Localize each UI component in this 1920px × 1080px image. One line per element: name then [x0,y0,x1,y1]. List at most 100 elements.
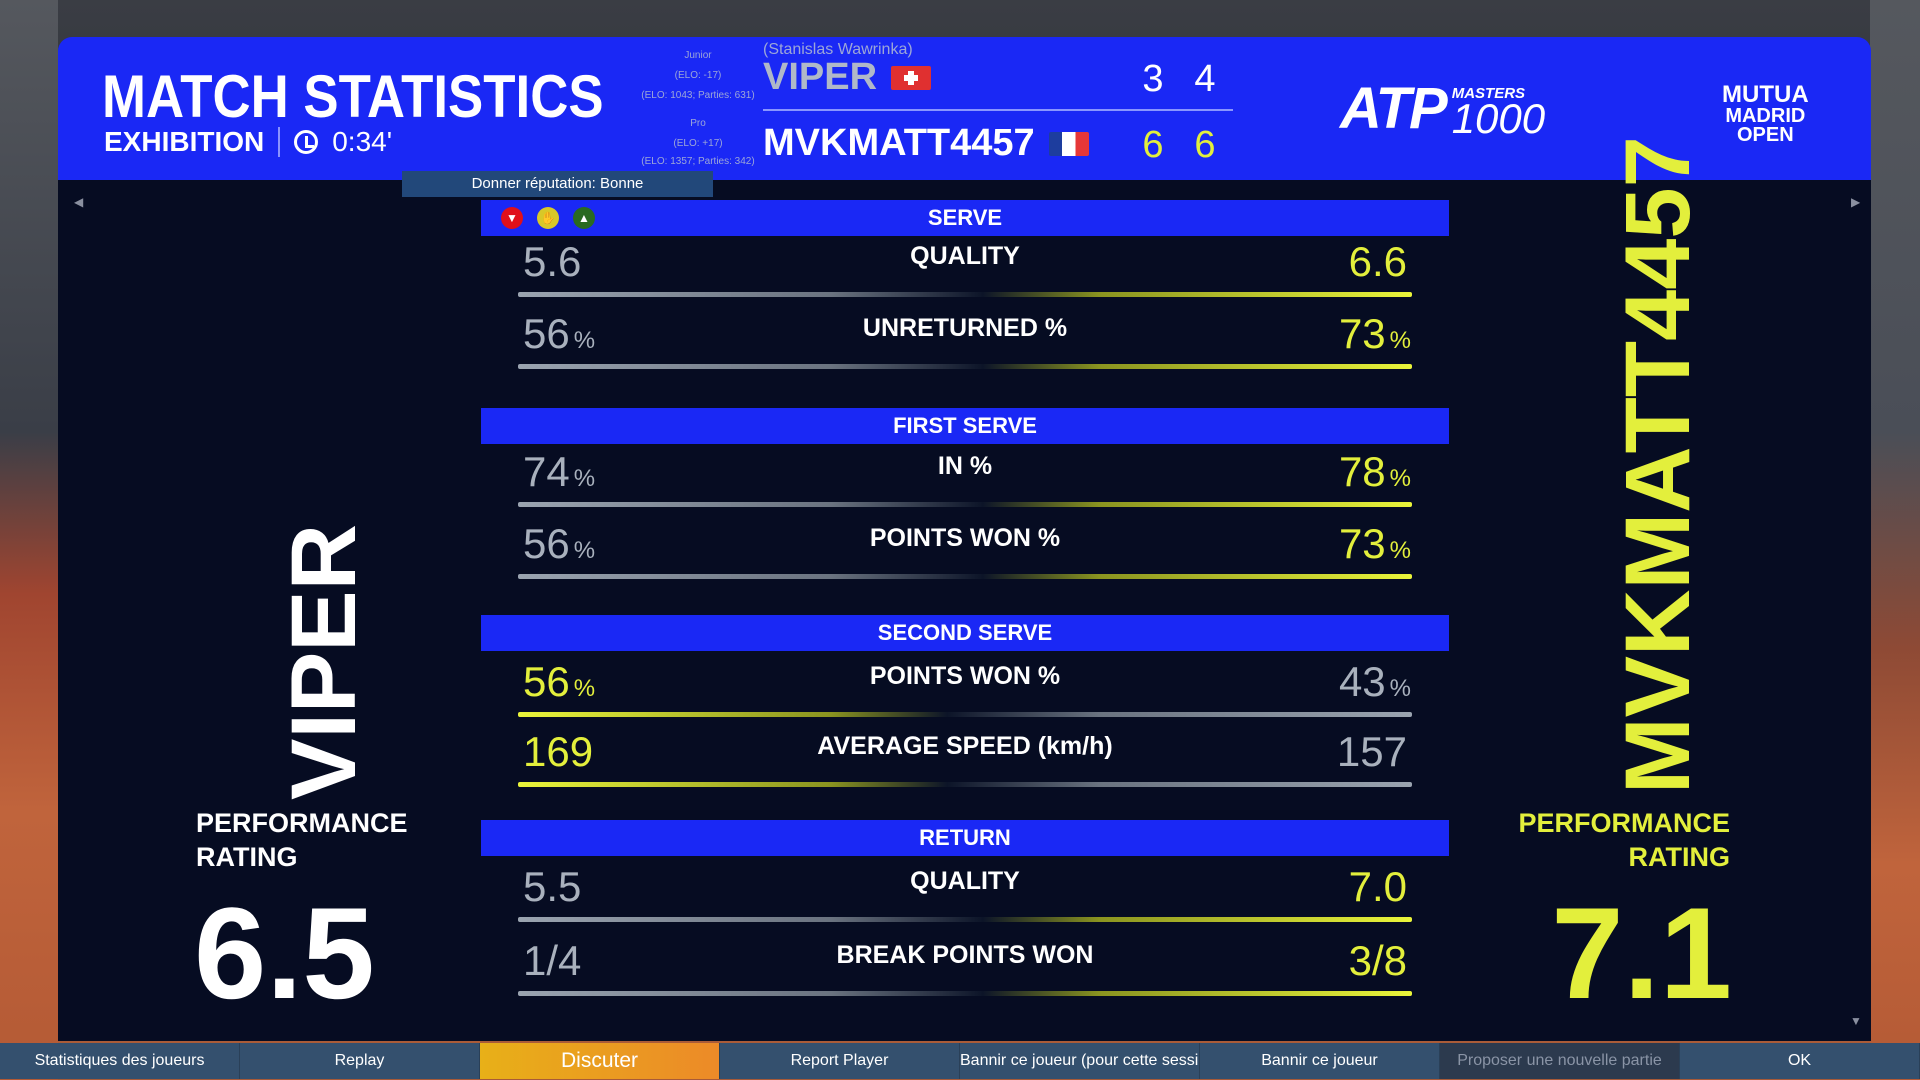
section-title: RETURN [919,825,1011,850]
discuter-button[interactable]: Discuter [480,1043,720,1079]
left-value: 5.5 [523,863,585,911]
value: 56 [523,658,570,705]
scroll-down-arrow-icon[interactable]: ▼ [1850,1014,1862,1028]
player2-level: Pro [690,118,706,129]
stat-row: 5.5 QUALITY 7.0 [481,863,1449,933]
value: 5.5 [523,863,582,910]
report-player-button[interactable]: Report Player [720,1043,960,1079]
player2-elo-info: (ELO: 1357; Parties: 342) [641,156,755,167]
right-value: 7.0 [1349,863,1411,911]
right-performance-label: PERFORMANCE RATING [1518,806,1730,874]
stat-label: BREAK POINTS WON [836,941,1094,969]
logo-line: MUTUA [1722,81,1809,108]
comparison-bar [518,364,1412,369]
masters-logo-text: MASTERS 1000 [1451,84,1546,143]
value: 169 [523,728,594,775]
stat-row: 5.6 QUALITY 6.6 [481,238,1449,308]
right-player-vertical-name: MVKMATT4457 [1607,136,1709,794]
logo-line: MADRID [1725,104,1806,127]
right-value: 73% [1339,310,1411,358]
comparison-bar [518,712,1412,717]
right-performance-rating: 7.1 [1551,880,1732,1026]
unit: % [1389,327,1411,354]
comparison-bar [518,292,1412,297]
comparison-bar [518,502,1412,507]
unit: % [573,327,596,354]
value: 56 [523,520,570,567]
stat-label: POINTS WON % [869,662,1061,690]
mutua-madrid-open-logo: MUTUA MADRID OPEN [1722,81,1809,146]
value: 56 [523,310,570,357]
unit: % [573,537,596,564]
stat-row: 169 AVERAGE SPEED (km/h) 157 [481,728,1449,798]
ok-button[interactable]: OK [1680,1043,1920,1079]
stat-label: POINTS WON % [869,524,1061,552]
stadium-background-left [0,0,58,1080]
atp-logo-text: ATP [1340,76,1448,141]
bannir-ce-joueur-button[interactable]: Bannir ce joueur [1200,1043,1440,1079]
value: 157 [1336,728,1407,775]
statistiques-des-joueurs-button[interactable]: Statistiques des joueurs [0,1043,240,1079]
unit: % [573,675,596,702]
left-value: 56% [523,520,595,568]
thumbs-down-icon[interactable]: ▼ [501,207,523,229]
value: 3/8 [1348,937,1407,984]
player1-elo-info: (ELO: 1043; Parties: 631) [641,90,755,101]
left-performance-label: PERFORMANCE RATING [196,806,408,874]
stat-label: IN % [937,452,993,480]
page-title: MATCH STATISTICS [102,63,604,130]
reputation-tooltip: Donner réputation: Bonne [402,171,713,197]
right-value: 157 [1337,728,1411,776]
masters-number: 1000 [1451,95,1546,143]
value: 6.6 [1348,238,1407,285]
perf-line: RATING [1628,842,1731,872]
divider [278,127,281,157]
unit: % [573,465,596,492]
masters-label: MASTERS [1451,84,1526,102]
header-panel [58,37,1871,180]
clock-icon [294,130,319,154]
left-player-vertical-name: VIPER [273,523,375,800]
player1-set1: 3 [1142,58,1164,100]
france-flag-icon [1048,131,1089,156]
right-value: 6.6 [1349,238,1411,286]
stat-row: 56% POINTS WON % 43% [481,658,1449,728]
left-value: 5.6 [523,238,585,286]
scroll-left-arrow-icon[interactable]: ◀ [74,195,84,209]
section-title: SECOND SERVE [877,620,1053,645]
stat-label: AVERAGE SPEED (km/h) [817,732,1113,760]
comparison-bar [518,782,1412,787]
right-value: 3/8 [1349,937,1411,985]
bannir-ce-joueur-pour-cette-session-button[interactable]: Bannir ce joueur (pour cette session) [960,1043,1200,1079]
comparison-bar [518,917,1412,922]
scroll-right-arrow-icon[interactable]: ▶ [1851,195,1861,209]
section-header-first-serve: FIRST SERVE [481,408,1449,444]
replay-button[interactable]: Replay [240,1043,480,1079]
left-value: 56% [523,310,595,358]
atp-masters-logo: ATP MASTERS 1000 [1340,76,1546,143]
section-header-second-serve: SECOND SERVE [481,615,1449,651]
comparison-bar [518,574,1412,579]
match-time: 0:34' [332,126,393,157]
section-header-serve: SERVE ▼ ✋ ▲ [481,200,1449,236]
neutral-hand-icon[interactable]: ✋ [537,207,559,229]
value: 5.6 [523,238,582,285]
switzerland-flag-icon [891,65,932,90]
stat-label: UNRETURNED % [862,314,1068,342]
logo-line: OPEN [1736,123,1794,146]
value: 7.0 [1348,863,1407,910]
thumbs-up-icon[interactable]: ▲ [573,207,595,229]
unit: % [1389,675,1411,702]
action-bar: Statistiques des joueurs Replay Discuter Re… [0,1043,1920,1079]
section-title: FIRST SERVE [893,413,1037,438]
stat-label: QUALITY [910,242,1020,270]
value: 73 [1338,520,1386,567]
player2-elo-change: (ELO: +17) [673,138,723,149]
left-performance-rating: 6.5 [194,880,375,1026]
player2-set1: 6 [1142,124,1164,166]
perf-line: PERFORMANCE [196,808,408,838]
proposer-une-nouvelle-partie-button[interactable]: Proposer une nouvelle partie [1440,1043,1680,1079]
left-value: 169 [523,728,597,776]
player1-set2: 4 [1194,58,1216,100]
player1-name: VIPER [763,56,878,98]
